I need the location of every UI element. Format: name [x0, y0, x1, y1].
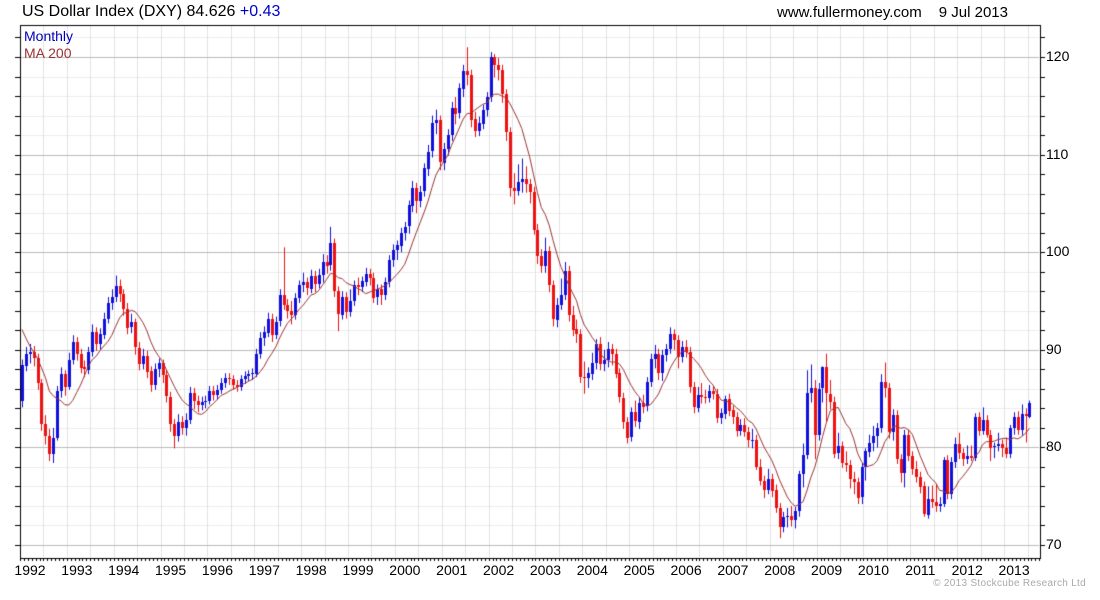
x-tick-label-2011: 2011 [905, 562, 936, 578]
x-tick-label-2008: 2008 [764, 562, 796, 578]
copyright-notice: © 2013 Stockcube Research Ltd [933, 578, 1086, 589]
x-tick-label-1993: 1993 [61, 562, 93, 578]
legend-interval-label: Monthly [24, 28, 74, 44]
y-tick-label-120: 120 [1046, 48, 1070, 64]
y-tick-label-110: 110 [1046, 145, 1069, 162]
x-tick-label-2003: 2003 [529, 562, 562, 578]
x-tick-label-2009: 2009 [811, 562, 843, 578]
x-tick-label-2006: 2006 [670, 562, 702, 578]
y-tick-label-100: 100 [1046, 243, 1070, 260]
chart-legend: Monthly MA 200 [24, 28, 73, 62]
x-tick-label-2004: 2004 [576, 562, 608, 578]
x-tick-label-1998: 1998 [295, 562, 327, 578]
x-tick-label-1997: 1997 [248, 562, 280, 578]
x-tick-label-1994: 1994 [108, 562, 140, 578]
x-tick-label-1992: 1992 [14, 562, 46, 578]
y-tick-label-80: 80 [1046, 438, 1062, 455]
legend-ma-label: MA 200 [24, 45, 72, 61]
x-tick-label-2007: 2007 [717, 562, 749, 578]
x-tick-label-2000: 2000 [389, 562, 421, 578]
x-tick-label-2013: 2013 [998, 562, 1030, 578]
x-tick-label-2010: 2010 [857, 562, 890, 578]
x-tick-label-1995: 1995 [155, 562, 187, 578]
x-tick-label-2005: 2005 [623, 562, 655, 578]
x-tick-label-1996: 1996 [201, 562, 234, 578]
x-tick-label-2012: 2012 [951, 562, 983, 578]
x-tick-label-2001: 2001 [436, 562, 468, 578]
x-tick-label-2002: 2002 [483, 562, 515, 578]
y-tick-label-90: 90 [1046, 340, 1062, 357]
y-tick-label-70: 70 [1046, 536, 1062, 552]
x-tick-label-1999: 1999 [342, 562, 374, 578]
